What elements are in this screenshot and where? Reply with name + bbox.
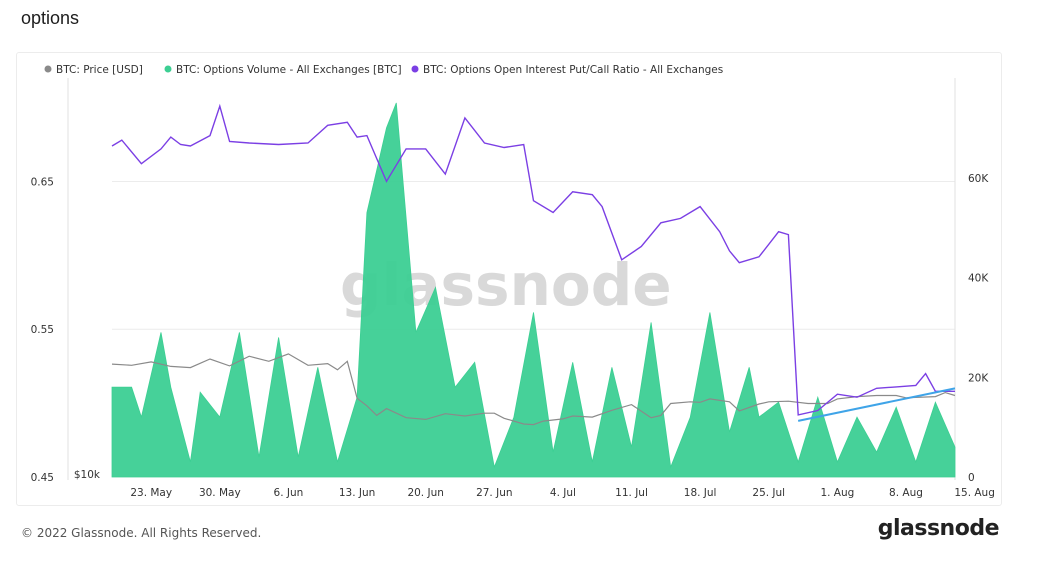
x-tick-label: 23. May xyxy=(130,487,172,499)
right-tick-label: 0 xyxy=(968,472,975,484)
legend-marker xyxy=(44,65,52,73)
right-tick-label: 20K xyxy=(968,372,989,384)
x-tick-label: 11. Jul xyxy=(615,487,648,499)
chart-legend: BTC: Price [USD] BTC: Options Volume - Al… xyxy=(44,64,723,76)
price-axis-label: $10k xyxy=(74,469,101,481)
legend-marker xyxy=(411,65,419,73)
right-tick-label: 40K xyxy=(968,273,989,285)
x-tick-label: 27. Jun xyxy=(476,487,512,499)
brand-logo: glassnode xyxy=(877,516,1000,541)
x-tick-label: 15. Aug xyxy=(954,487,995,499)
trend-line xyxy=(797,387,956,422)
legend-entry[interactable]: BTC: Options Volume - All Exchanges [BTC… xyxy=(176,64,402,76)
x-tick-label: 4. Jul xyxy=(550,487,576,499)
x-tick-label: 13. Jun xyxy=(339,487,375,499)
axes: 0.65 0.55 0.45 $10k 60K 40K 20K 0 23. May 30. May… xyxy=(31,173,995,499)
x-tick-label: 18. Jul xyxy=(684,487,717,499)
series-options-volume xyxy=(111,102,956,478)
left-tick-label: 0.45 xyxy=(31,472,54,484)
legend-entry[interactable]: BTC: Price [USD] xyxy=(56,64,143,76)
legend-marker xyxy=(164,65,172,73)
legend-entry[interactable]: BTC: Options Open Interest Put/Call Rati… xyxy=(423,64,723,76)
copyright-footer: © 2022 Glassnode. All Rights Reserved. xyxy=(21,526,262,540)
series-put-call-ratio xyxy=(111,103,955,416)
right-tick-label: 60K xyxy=(968,173,989,185)
trend-line-layer xyxy=(797,387,956,422)
x-tick-label: 20. Jun xyxy=(407,487,443,499)
x-tick-label: 1. Aug xyxy=(820,487,854,499)
x-tick-label: 25. Jul xyxy=(752,487,785,499)
price-series-layer xyxy=(111,353,956,426)
x-tick-label: 30. May xyxy=(199,487,241,499)
ratio-series-layer xyxy=(111,103,955,416)
volume-series-layer xyxy=(111,102,956,478)
x-tick-label: 8. Aug xyxy=(889,487,923,499)
x-tick-label: 6. Jun xyxy=(274,487,304,499)
left-tick-label: 0.65 xyxy=(31,176,54,188)
left-tick-label: 0.55 xyxy=(31,324,54,336)
page-title: options xyxy=(21,8,80,28)
series-price xyxy=(111,353,956,426)
